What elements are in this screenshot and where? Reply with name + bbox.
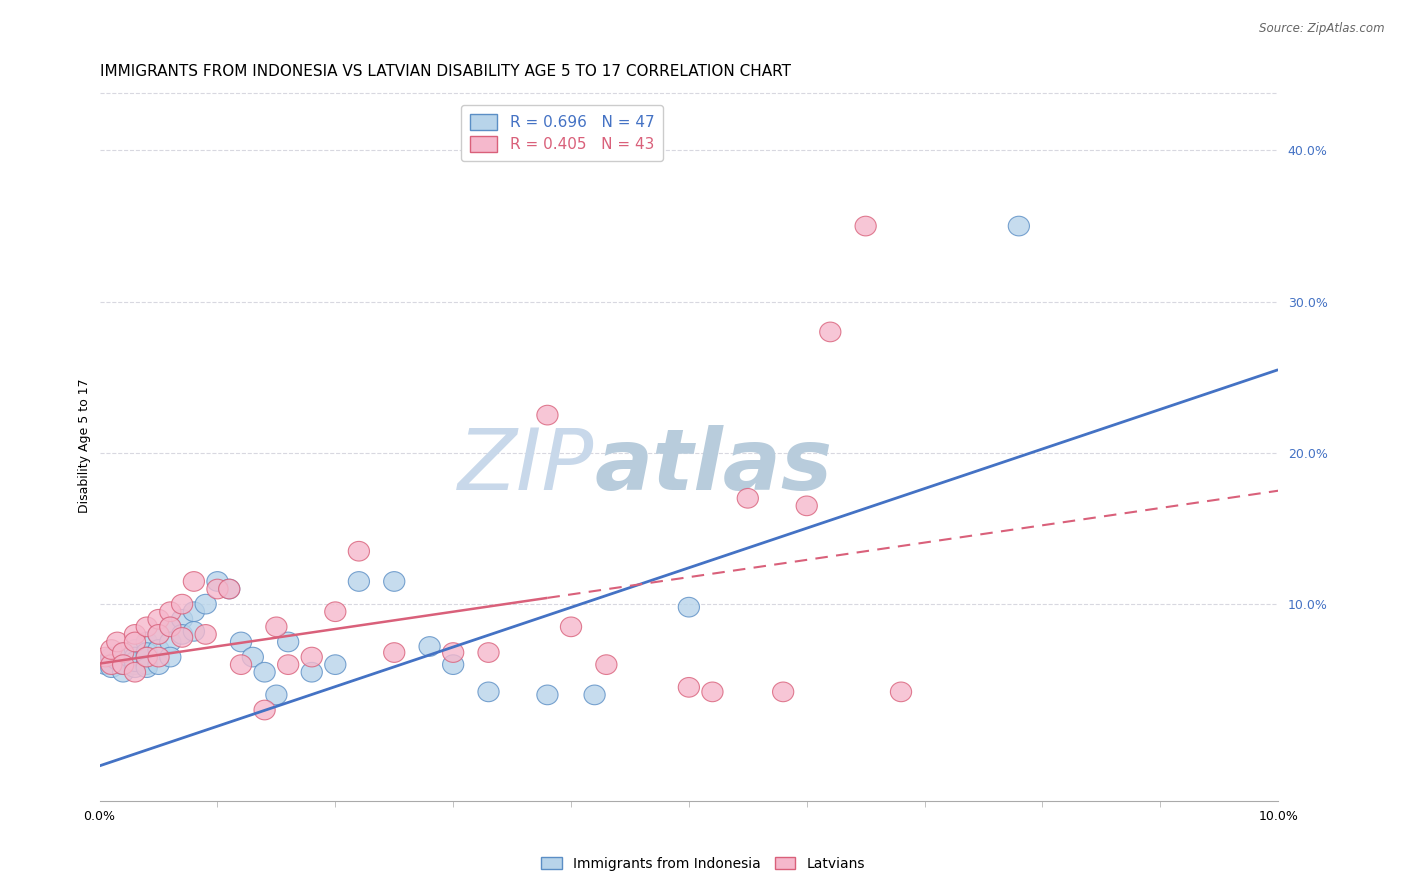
Ellipse shape [124, 632, 146, 652]
Ellipse shape [231, 655, 252, 674]
Ellipse shape [254, 700, 276, 720]
Ellipse shape [112, 643, 134, 663]
Ellipse shape [160, 617, 181, 637]
Text: Source: ZipAtlas.com: Source: ZipAtlas.com [1260, 22, 1385, 36]
Ellipse shape [160, 648, 181, 667]
Ellipse shape [148, 609, 169, 629]
Ellipse shape [384, 643, 405, 663]
Ellipse shape [537, 685, 558, 705]
Ellipse shape [277, 655, 298, 674]
Ellipse shape [443, 643, 464, 663]
Ellipse shape [1008, 216, 1029, 235]
Ellipse shape [101, 640, 122, 659]
Ellipse shape [301, 648, 322, 667]
Ellipse shape [537, 405, 558, 425]
Ellipse shape [301, 663, 322, 682]
Ellipse shape [266, 685, 287, 705]
Ellipse shape [112, 643, 134, 663]
Ellipse shape [160, 617, 181, 637]
Ellipse shape [107, 650, 128, 670]
Ellipse shape [242, 648, 263, 667]
Ellipse shape [148, 655, 169, 674]
Ellipse shape [160, 602, 181, 622]
Ellipse shape [136, 648, 157, 667]
Ellipse shape [136, 655, 157, 674]
Ellipse shape [195, 624, 217, 644]
Ellipse shape [183, 622, 204, 641]
Ellipse shape [136, 648, 157, 667]
Ellipse shape [678, 678, 699, 698]
Ellipse shape [107, 632, 128, 652]
Ellipse shape [890, 682, 911, 702]
Ellipse shape [478, 682, 499, 702]
Ellipse shape [266, 617, 287, 637]
Ellipse shape [112, 655, 134, 674]
Ellipse shape [172, 624, 193, 644]
Ellipse shape [855, 216, 876, 235]
Ellipse shape [384, 572, 405, 591]
Ellipse shape [148, 640, 169, 659]
Ellipse shape [136, 632, 157, 652]
Ellipse shape [183, 572, 204, 591]
Ellipse shape [160, 632, 181, 652]
Ellipse shape [101, 648, 122, 667]
Ellipse shape [219, 579, 240, 599]
Ellipse shape [101, 657, 122, 678]
Ellipse shape [124, 663, 146, 682]
Legend: Immigrants from Indonesia, Latvians: Immigrants from Indonesia, Latvians [536, 851, 870, 876]
Ellipse shape [136, 617, 157, 637]
Ellipse shape [195, 594, 217, 614]
Ellipse shape [112, 655, 134, 674]
Ellipse shape [124, 657, 146, 678]
Ellipse shape [349, 541, 370, 561]
Ellipse shape [172, 628, 193, 648]
Ellipse shape [124, 648, 146, 667]
Ellipse shape [678, 598, 699, 617]
Ellipse shape [349, 572, 370, 591]
Ellipse shape [148, 624, 169, 644]
Ellipse shape [207, 579, 228, 599]
Ellipse shape [583, 685, 605, 705]
Ellipse shape [561, 617, 582, 637]
Ellipse shape [94, 655, 117, 674]
Ellipse shape [443, 655, 464, 674]
Ellipse shape [136, 657, 157, 678]
Ellipse shape [772, 682, 794, 702]
Ellipse shape [172, 609, 193, 629]
Ellipse shape [419, 637, 440, 657]
Text: ZIP: ZIP [458, 425, 595, 508]
Ellipse shape [148, 648, 169, 667]
Ellipse shape [183, 602, 204, 622]
Ellipse shape [820, 322, 841, 342]
Ellipse shape [124, 655, 146, 674]
Ellipse shape [136, 643, 157, 663]
Y-axis label: Disability Age 5 to 17: Disability Age 5 to 17 [79, 378, 91, 513]
Ellipse shape [207, 572, 228, 591]
Legend: R = 0.696   N = 47, R = 0.405   N = 43: R = 0.696 N = 47, R = 0.405 N = 43 [461, 104, 664, 161]
Ellipse shape [219, 579, 240, 599]
Ellipse shape [172, 594, 193, 614]
Ellipse shape [118, 648, 139, 667]
Ellipse shape [101, 655, 122, 674]
Ellipse shape [277, 632, 298, 652]
Ellipse shape [325, 602, 346, 622]
Ellipse shape [124, 652, 146, 672]
Ellipse shape [796, 496, 817, 516]
Ellipse shape [737, 489, 758, 508]
Ellipse shape [325, 655, 346, 674]
Text: atlas: atlas [595, 425, 832, 508]
Ellipse shape [254, 663, 276, 682]
Ellipse shape [124, 624, 146, 644]
Ellipse shape [478, 643, 499, 663]
Ellipse shape [124, 640, 146, 659]
Ellipse shape [148, 624, 169, 644]
Text: IMMIGRANTS FROM INDONESIA VS LATVIAN DISABILITY AGE 5 TO 17 CORRELATION CHART: IMMIGRANTS FROM INDONESIA VS LATVIAN DIS… [100, 64, 790, 79]
Ellipse shape [596, 655, 617, 674]
Ellipse shape [94, 648, 117, 667]
Ellipse shape [702, 682, 723, 702]
Ellipse shape [231, 632, 252, 652]
Ellipse shape [112, 663, 134, 682]
